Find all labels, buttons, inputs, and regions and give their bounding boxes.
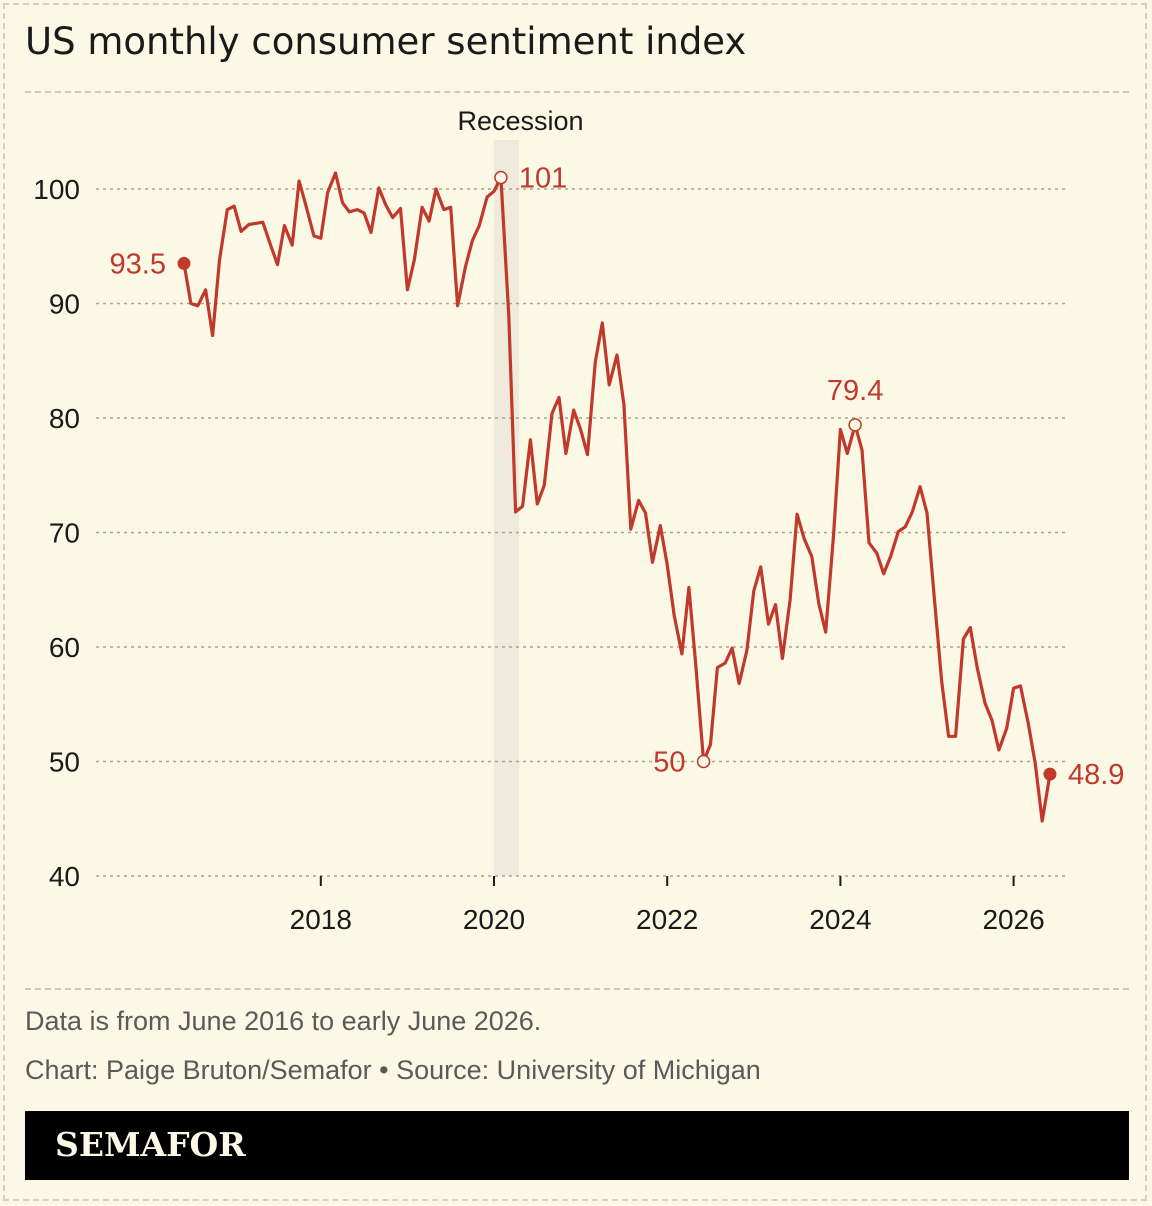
sentiment-line [182, 171, 1052, 823]
y-tick-label-50: 50 [49, 747, 80, 778]
data-label-50: 50 [653, 747, 685, 779]
data-label-101: 101 [519, 163, 567, 195]
brand-bar: SEMAFOR [25, 1111, 1129, 1180]
y-tick-label-90: 90 [49, 289, 80, 320]
semafor-logo: SEMAFOR [55, 1125, 246, 1164]
x-tick-label-2018: 2018 [290, 904, 352, 935]
y-tick-label-70: 70 [49, 518, 80, 549]
point-marker-79.4 [848, 418, 862, 432]
x-tick-label-2024: 2024 [809, 904, 871, 935]
source-credit: Chart: Paige Bruton/Semafor • Source: Un… [25, 1055, 761, 1085]
y-tick-label-60: 60 [49, 632, 80, 663]
data-label-93.5: 93.5 [110, 248, 166, 280]
point-marker-50 [696, 754, 711, 769]
y-tick-label-100: 100 [33, 174, 80, 205]
title-divider [25, 91, 1129, 93]
x-tick-label-2026: 2026 [982, 904, 1044, 935]
chart-title: US monthly consumer sentiment index [25, 20, 747, 63]
data-label-79.4: 79.4 [827, 375, 883, 407]
y-tick-label-80: 80 [49, 403, 80, 434]
data-range-note: Data is from June 2016 to early June 202… [25, 1006, 542, 1036]
point-marker-101 [494, 170, 508, 185]
footer-divider [25, 988, 1129, 990]
x-tick-label-2022: 2022 [636, 904, 698, 935]
point-marker-48.9 [1043, 767, 1057, 781]
y-tick-label-40: 40 [49, 861, 80, 892]
point-marker-93.5 [177, 256, 191, 270]
recession-label: Recession [458, 106, 584, 136]
data-label-48.9: 48.9 [1068, 759, 1124, 791]
x-tick-label-2020: 2020 [463, 904, 525, 935]
chart-frame [3, 3, 1147, 1201]
